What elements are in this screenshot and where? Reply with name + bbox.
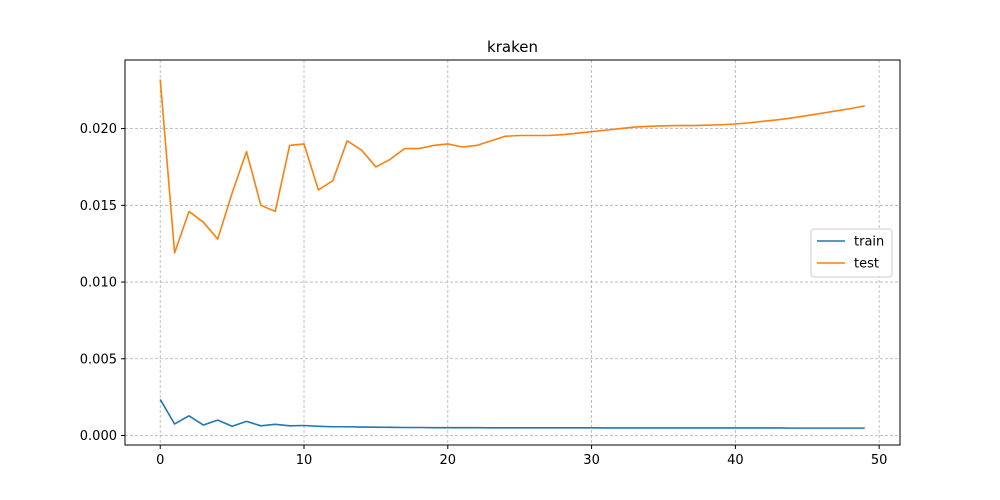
series-line-test [159,79,865,254]
legend-label-train: train [854,235,884,250]
x-tick-label: 0 [156,453,164,468]
legend-label-test: test [854,257,879,272]
series-lines [159,79,865,429]
x-tick-label: 20 [440,453,457,468]
grid [125,60,900,445]
y-tick-label: 0.005 [80,352,117,367]
y-tick-label: 0.015 [80,199,117,214]
plot-frame [124,59,901,446]
x-tick-label: 50 [871,453,888,468]
y-tick-label: 0.020 [80,122,117,137]
legend: train test [810,228,893,278]
chart-title: kraken [487,38,538,56]
x-tick-label: 10 [296,453,313,468]
y-tick-label: 0.010 [80,276,117,291]
x-axis: 0 10 20 30 40 50 [156,445,887,468]
y-axis: 0.000 0.005 0.010 0.015 0.020 [80,122,125,444]
x-tick-label: 30 [583,453,600,468]
x-tick-label: 40 [727,453,744,468]
series-line-train [159,399,865,429]
y-tick-label: 0.000 [80,429,117,444]
